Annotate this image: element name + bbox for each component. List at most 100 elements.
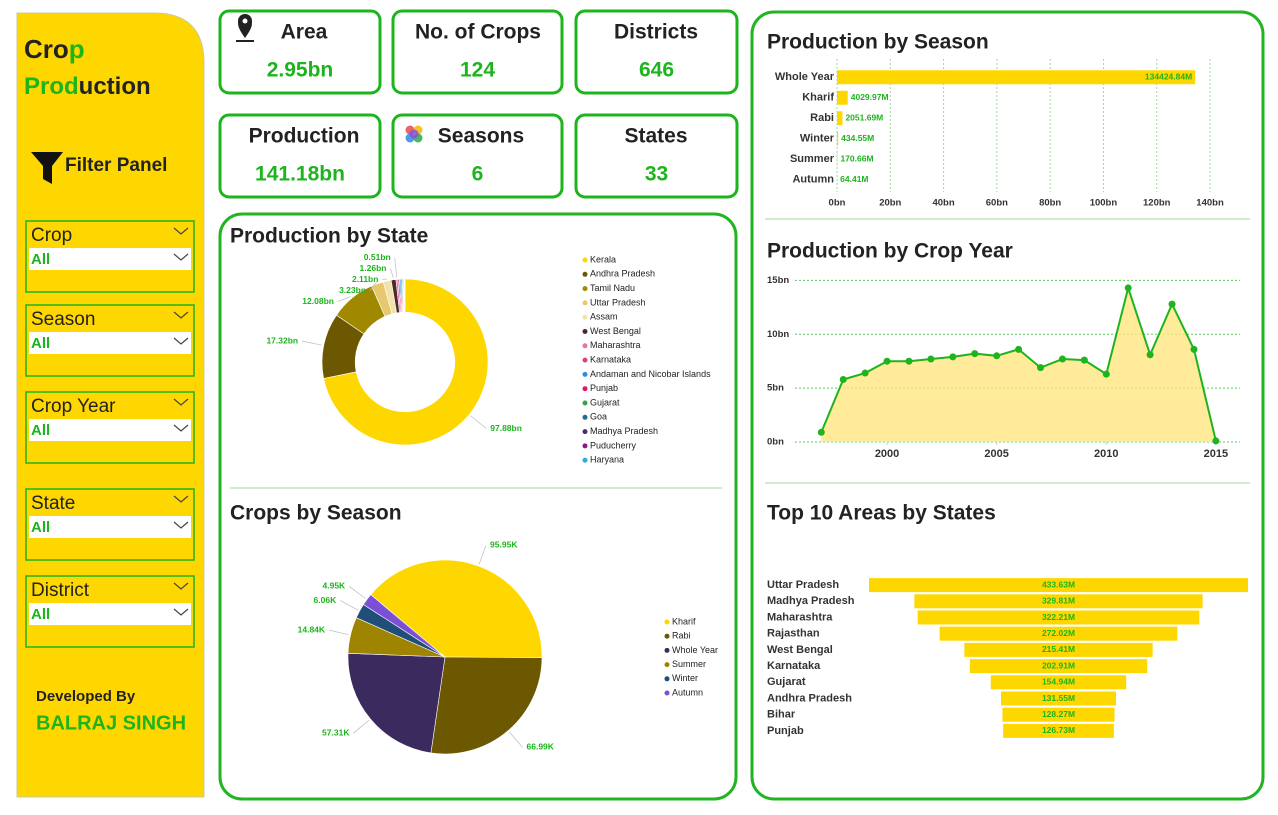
- y-tick-label: 10bn: [767, 329, 789, 340]
- filter-value[interactable]: All: [31, 422, 50, 439]
- legend-marker: [582, 257, 588, 263]
- filter-box: [25, 220, 195, 293]
- legend-marker: [582, 371, 588, 377]
- data-label: 4.95K: [323, 581, 347, 591]
- legend-label[interactable]: Madhya Pradesh: [590, 426, 658, 436]
- legend-label[interactable]: West Bengal: [590, 326, 641, 336]
- kpi-card: [391, 113, 564, 199]
- filter-input: [29, 332, 191, 354]
- leader-line: [470, 415, 487, 429]
- kpi-label: Production: [249, 125, 360, 148]
- filter-value[interactable]: All: [31, 335, 50, 352]
- point: [927, 355, 935, 363]
- funnel-bar: [939, 626, 1178, 641]
- leader-line: [302, 340, 322, 346]
- bar: [837, 131, 839, 146]
- chart-title: Production by Crop Year: [767, 240, 1013, 263]
- point: [1212, 437, 1220, 445]
- legend-marker: [582, 329, 588, 334]
- legend-label[interactable]: Tamil Nadu: [590, 283, 635, 293]
- bar: [837, 70, 1196, 85]
- filter-input: [29, 419, 191, 441]
- category-label: Madhya Pradesh: [767, 595, 855, 607]
- legend-label[interactable]: Assam: [590, 312, 618, 322]
- filter-label: District: [31, 580, 90, 601]
- category-label: Rabi: [810, 112, 834, 124]
- point: [1168, 300, 1176, 308]
- legend-label[interactable]: Karnataka: [590, 354, 631, 364]
- filter-input: [29, 603, 191, 625]
- filter-value[interactable]: All: [31, 251, 50, 268]
- category-label: Rajasthan: [767, 628, 820, 640]
- point: [1146, 351, 1154, 359]
- legend-label[interactable]: Kerala: [590, 254, 616, 264]
- leader-line: [353, 720, 370, 734]
- legend-label[interactable]: Winter: [672, 673, 698, 683]
- category-label: West Bengal: [767, 644, 833, 656]
- funnel-bar: [914, 594, 1203, 609]
- filter-input: [29, 516, 191, 538]
- legend-label[interactable]: Rabi: [672, 631, 691, 641]
- data-label: 202.91M: [1042, 660, 1075, 670]
- legend-label[interactable]: Haryana: [590, 455, 624, 465]
- chevron: [173, 398, 189, 406]
- legend-label[interactable]: Uttar Pradesh: [590, 297, 646, 307]
- legend-label[interactable]: Andaman and Nicobar Islands: [590, 369, 711, 379]
- x-tick-label: 2010: [1094, 448, 1118, 460]
- data-label: 322.21M: [1042, 612, 1075, 622]
- chart-title: Production by State: [230, 225, 428, 248]
- x-tick-label: 0bn: [829, 198, 846, 209]
- filter-box: [25, 575, 195, 648]
- right-panel: [750, 10, 1265, 801]
- x-tick-label: 40bn: [932, 198, 954, 209]
- data-label: 97.88bn: [490, 423, 522, 433]
- legend-label[interactable]: Gujarat: [590, 397, 620, 407]
- legend-label[interactable]: Summer: [672, 659, 706, 669]
- category-label: Maharashtra: [767, 611, 833, 623]
- filter-input: [29, 248, 191, 270]
- kpi-card: [391, 9, 564, 95]
- x-tick-label: 2000: [875, 448, 899, 460]
- point: [839, 376, 847, 384]
- data-label: 434.55M: [841, 133, 874, 143]
- legend-label[interactable]: Whole Year: [672, 645, 718, 655]
- legend-label[interactable]: Andhra Pradesh: [590, 269, 655, 279]
- legend-marker: [582, 300, 588, 306]
- data-label: 1.26bn: [360, 263, 387, 273]
- legend-label[interactable]: Goa: [590, 412, 607, 422]
- data-label: 64.41M: [840, 174, 868, 184]
- chevron: [173, 521, 189, 529]
- legend-marker: [582, 400, 588, 406]
- legend-label[interactable]: Kharif: [672, 616, 696, 626]
- legend-marker: [664, 662, 670, 668]
- filter-box: [25, 391, 195, 464]
- data-label: 433.63M: [1042, 579, 1075, 589]
- point: [883, 357, 891, 365]
- left-panel: [218, 212, 738, 801]
- leader-line: [337, 296, 351, 302]
- point: [949, 353, 957, 361]
- legend-marker: [582, 457, 588, 463]
- legend-label[interactable]: Maharashtra: [590, 340, 641, 350]
- y-tick-label: 5bn: [767, 383, 784, 394]
- chart-title: Top 10 Areas by States: [767, 502, 996, 525]
- kpi-card: [218, 9, 382, 95]
- filter-value[interactable]: All: [31, 606, 50, 623]
- x-tick-label: 2015: [1204, 448, 1228, 460]
- data-label: 272.02M: [1042, 628, 1075, 638]
- category-label: Uttar Pradesh: [767, 579, 839, 591]
- kpi-label: Seasons: [438, 125, 524, 148]
- filter-label: Season: [31, 309, 95, 330]
- category-label: Andhra Pradesh: [767, 692, 852, 704]
- sidebar-title: Crop: [24, 34, 85, 64]
- kpi-card: [574, 9, 739, 95]
- legend-label[interactable]: Punjab: [590, 383, 618, 393]
- data-label: 2.11bn: [352, 274, 378, 284]
- filter-heading: Filter Panel: [65, 155, 167, 176]
- filter-value[interactable]: All: [31, 519, 50, 536]
- legend-label[interactable]: Autumn: [672, 687, 703, 697]
- legend-label[interactable]: Puducherry: [590, 440, 637, 450]
- data-label: 6.06K: [314, 595, 338, 605]
- data-label: 2051.69M: [845, 113, 883, 123]
- leader-line: [328, 629, 349, 636]
